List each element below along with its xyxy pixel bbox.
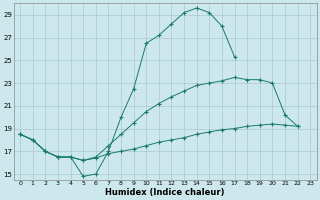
X-axis label: Humidex (Indice chaleur): Humidex (Indice chaleur) xyxy=(106,188,225,197)
